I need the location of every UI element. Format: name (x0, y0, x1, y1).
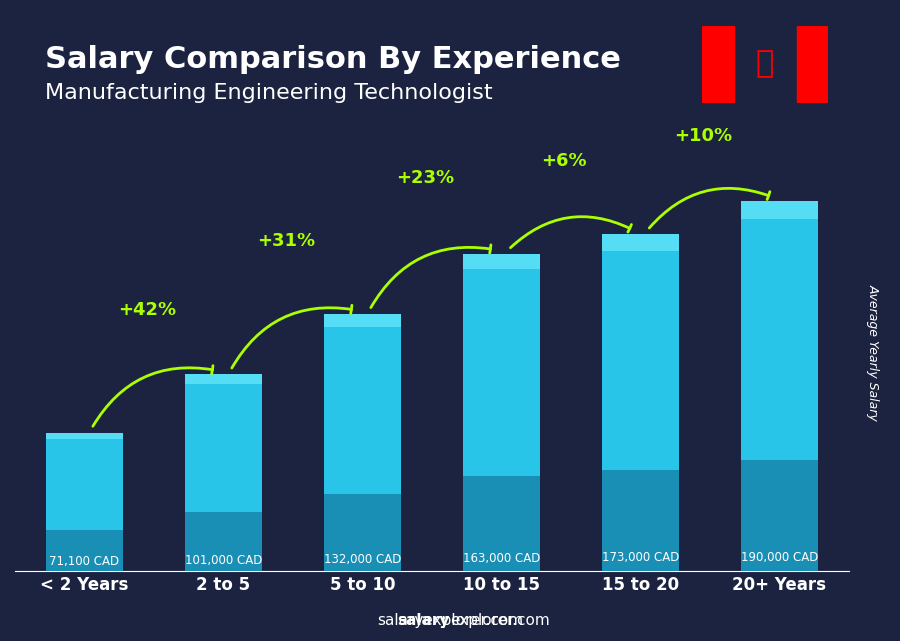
Bar (185, 374, 262, 384)
Bar (185, 512, 262, 571)
Bar (742, 460, 818, 571)
Text: 101,000 CAD: 101,000 CAD (184, 554, 262, 567)
Text: +10%: +10% (674, 128, 732, 146)
Text: Salary Comparison By Experience: Salary Comparison By Experience (45, 45, 621, 74)
Bar (324, 314, 400, 494)
Bar (602, 234, 679, 251)
Bar (742, 201, 818, 219)
Text: 190,000 CAD: 190,000 CAD (741, 551, 818, 563)
Bar (602, 470, 679, 571)
Bar (796, 26, 828, 103)
Text: Average Yearly Salary: Average Yearly Salary (867, 284, 879, 421)
Bar (324, 494, 400, 571)
Text: salaryexplorer.com: salaryexplorer.com (377, 613, 523, 628)
Bar (464, 476, 540, 571)
Bar (464, 254, 540, 269)
Bar (185, 374, 262, 512)
Text: +31%: +31% (257, 231, 315, 249)
Text: salary: salary (398, 613, 450, 628)
Text: +42%: +42% (118, 301, 176, 319)
Text: 132,000 CAD: 132,000 CAD (324, 553, 401, 566)
Bar (464, 254, 540, 476)
Text: 173,000 CAD: 173,000 CAD (602, 551, 680, 564)
Bar (742, 201, 818, 460)
Text: +6%: +6% (541, 152, 587, 170)
Text: 163,000 CAD: 163,000 CAD (463, 552, 540, 565)
Bar (46, 433, 122, 440)
Bar (46, 433, 122, 529)
Text: +23%: +23% (396, 169, 454, 187)
Text: explorer.com: explorer.com (450, 613, 550, 628)
Text: 🍁: 🍁 (756, 49, 774, 79)
Text: 71,100 CAD: 71,100 CAD (50, 555, 120, 569)
Bar (324, 314, 400, 327)
Bar (46, 529, 122, 571)
Bar (602, 234, 679, 470)
Text: Manufacturing Engineering Technologist: Manufacturing Engineering Technologist (45, 83, 492, 103)
Bar (702, 26, 733, 103)
